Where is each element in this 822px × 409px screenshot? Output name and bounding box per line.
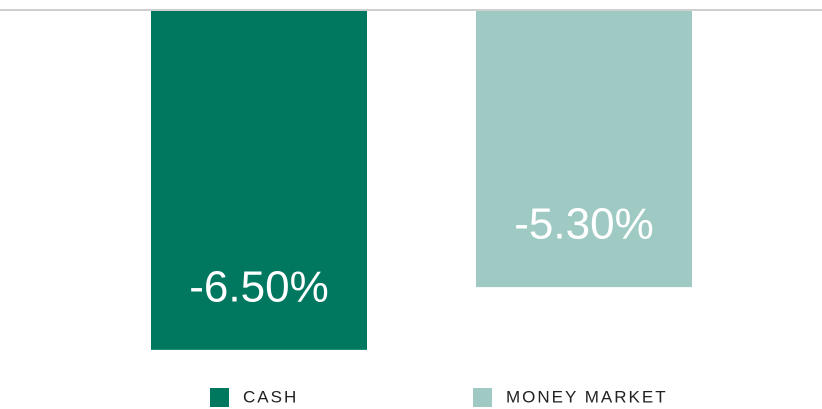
value-label: -6.50% [189, 262, 328, 311]
legend-swatch [473, 388, 492, 407]
legend-label: MONEY MARKET [506, 387, 668, 406]
bar [476, 10, 692, 288]
legend-swatch [210, 388, 229, 407]
value-label: -5.30% [514, 200, 653, 249]
bar [151, 10, 367, 350]
legend-label: CASH [243, 387, 298, 406]
